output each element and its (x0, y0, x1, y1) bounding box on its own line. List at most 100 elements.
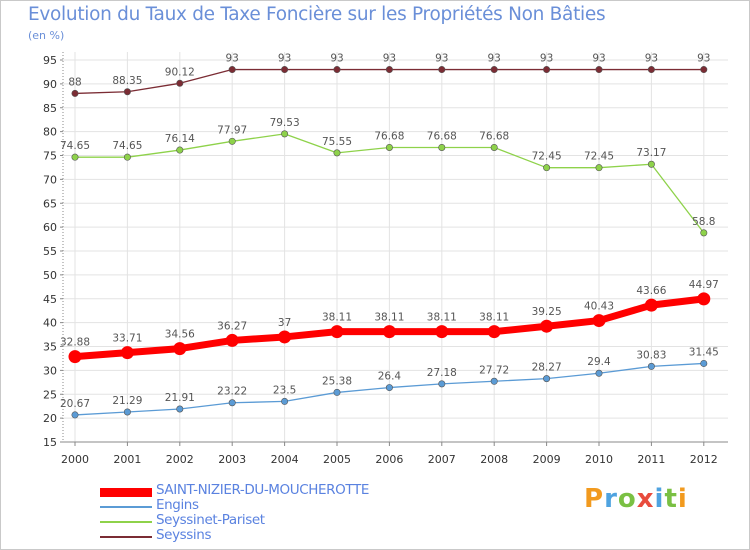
legend-label: SAINT-NIZIER-DU-MOUCHEROTTE (156, 482, 369, 498)
data-label: 93 (697, 53, 710, 65)
data-label: 21.29 (112, 395, 142, 407)
legend-label: Seyssins (156, 527, 212, 543)
y-tick-label: 15 (43, 436, 57, 449)
data-label: 27.18 (427, 367, 457, 379)
data-label: 39.25 (532, 306, 562, 318)
data-label: 32.88 (60, 337, 90, 349)
data-label: 93 (488, 53, 501, 65)
data-point (595, 164, 603, 172)
data-label: 38.11 (374, 312, 404, 324)
data-point (647, 160, 655, 168)
data-point (647, 362, 655, 370)
data-point (644, 298, 658, 312)
data-point (435, 325, 449, 339)
data-point (333, 149, 341, 157)
data-label: 34.56 (165, 329, 195, 341)
legend-label: Engins (156, 497, 199, 513)
data-label: 29.4 (587, 356, 611, 368)
data-point (228, 399, 236, 407)
data-point (490, 66, 498, 74)
logo-letter: i (654, 484, 665, 514)
data-label: 93 (330, 53, 343, 65)
data-label: 88 (68, 76, 81, 88)
data-point (120, 346, 134, 360)
data-label: 76.14 (165, 133, 195, 145)
data-label: 76.68 (427, 130, 457, 142)
y-tick-label: 45 (43, 293, 57, 306)
data-point (700, 359, 708, 367)
data-label: 77.97 (217, 124, 247, 136)
data-point (71, 411, 79, 419)
data-point (647, 66, 655, 74)
y-tick-label: 80 (43, 126, 57, 139)
data-label: 93 (540, 53, 553, 65)
logo-letter: i (677, 484, 688, 514)
x-tick-label: 2009 (533, 453, 561, 466)
data-label: 43.66 (636, 285, 666, 297)
legend-swatch (100, 521, 152, 523)
y-tick-label: 35 (43, 341, 57, 354)
data-label: 76.68 (479, 130, 509, 142)
x-tick-label: 2002 (166, 453, 194, 466)
x-tick-label: 2012 (690, 453, 718, 466)
data-point (173, 342, 187, 356)
data-label: 20.67 (60, 398, 90, 410)
logo-letter: r (604, 484, 618, 514)
data-label: 28.27 (532, 362, 562, 374)
data-point (281, 397, 289, 405)
data-label: 38.11 (479, 312, 509, 324)
legend-swatch (100, 487, 152, 497)
data-label: 37 (278, 317, 291, 329)
logo-letter: o (617, 484, 637, 514)
data-point (228, 66, 236, 74)
x-tick-label: 2007 (428, 453, 456, 466)
data-label: 21.91 (165, 392, 195, 404)
data-point (438, 66, 446, 74)
data-point (543, 66, 551, 74)
x-tick-label: 2011 (637, 453, 665, 466)
x-tick-label: 2004 (271, 453, 299, 466)
x-tick-label: 2001 (113, 453, 141, 466)
data-label: 31.45 (689, 346, 719, 358)
data-point (123, 408, 131, 416)
data-point (278, 330, 292, 344)
y-tick-label: 30 (43, 364, 57, 377)
data-label: 75.55 (322, 136, 352, 148)
data-point (595, 66, 603, 74)
logo-letter: t (664, 484, 678, 514)
data-label: 26.4 (378, 371, 402, 383)
data-label: 27.72 (479, 364, 509, 376)
data-label: 93 (226, 53, 239, 65)
data-point (540, 319, 554, 333)
y-tick-label: 90 (43, 78, 57, 91)
x-tick-label: 2003 (218, 453, 246, 466)
data-point (490, 377, 498, 385)
data-point (697, 292, 711, 306)
data-point (123, 153, 131, 161)
x-tick-label: 2008 (480, 453, 508, 466)
legend-swatch (100, 506, 152, 508)
data-point (225, 333, 239, 347)
y-tick-label: 20 (43, 412, 57, 425)
data-point (438, 380, 446, 388)
data-label: 73.17 (636, 147, 666, 159)
data-point (281, 66, 289, 74)
data-label: 93 (383, 53, 396, 65)
data-point (281, 130, 289, 138)
data-point (228, 137, 236, 145)
y-tick-label: 40 (43, 317, 57, 330)
data-label: 38.11 (427, 312, 457, 324)
data-point (490, 143, 498, 151)
data-label: 72.45 (584, 151, 614, 163)
data-point (68, 350, 82, 364)
data-label: 90.12 (165, 66, 195, 78)
legend-swatch (100, 536, 152, 538)
proxiti-logo: Proxiti (584, 484, 688, 514)
data-point (487, 325, 501, 339)
data-point (700, 229, 708, 237)
data-point (176, 405, 184, 413)
data-label: 23.5 (273, 384, 296, 396)
data-label: 25.38 (322, 375, 352, 387)
data-point (176, 146, 184, 154)
data-label: 44.97 (689, 279, 719, 291)
